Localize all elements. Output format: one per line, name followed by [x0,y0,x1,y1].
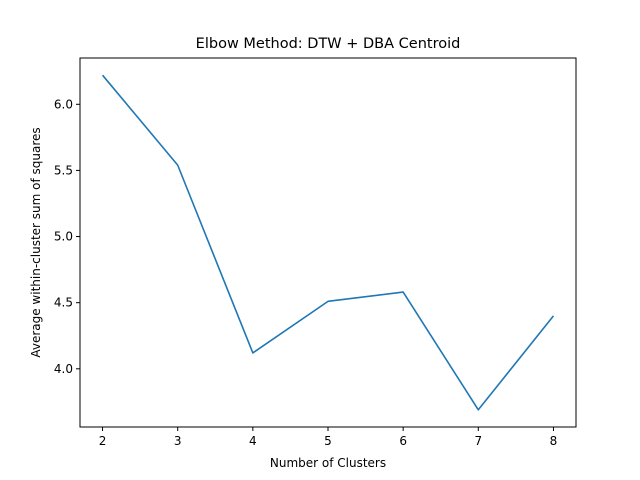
series-line [101,74,555,411]
y-tick-label: 5.5 [54,163,73,177]
y-tick-label: 5.0 [54,230,73,244]
plot-frame [79,57,577,428]
x-tick-label: 2 [99,434,107,448]
y-tick-label: 4.5 [54,296,73,310]
x-tick-label: 5 [324,434,332,448]
x-tick-label: 6 [399,434,407,448]
x-axis-label: Number of Clusters [270,456,386,470]
y-tick-label: 6.0 [54,97,73,111]
plot-marks: 2 3 4 5 6 7 8 4.0 4.5 5.0 5.5 6.0 [54,74,558,448]
x-tick-label: 7 [474,434,482,448]
chart-title: Elbow Method: DTW + DBA Centroid [196,36,461,52]
x-tick-label: 3 [174,434,182,448]
y-tick-label: 4.0 [54,362,73,376]
y-axis-label: Average within-cluster sum of squares [29,127,43,357]
x-tick-label: 8 [550,434,558,448]
x-tick-label: 4 [249,434,257,448]
